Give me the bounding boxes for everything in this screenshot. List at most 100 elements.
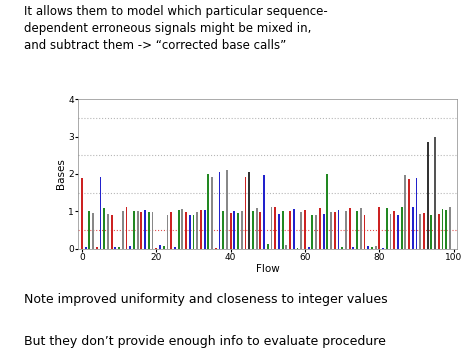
Bar	[289, 211, 291, 248]
Text: Note improved uniformity and closeness to integer values: Note improved uniformity and closeness t…	[24, 293, 387, 306]
Bar	[341, 247, 343, 248]
Bar	[185, 212, 187, 248]
Bar	[430, 214, 432, 248]
Bar	[152, 212, 154, 248]
Bar	[378, 207, 380, 248]
X-axis label: Flow: Flow	[256, 264, 280, 274]
Bar	[208, 175, 209, 248]
Bar	[92, 213, 94, 248]
Bar	[349, 208, 351, 248]
Bar	[271, 207, 273, 248]
Bar	[230, 213, 232, 248]
Bar	[334, 212, 336, 248]
Bar	[248, 172, 250, 248]
Bar	[241, 211, 243, 248]
Bar	[397, 215, 399, 248]
Bar	[278, 214, 280, 248]
Bar	[219, 173, 220, 248]
Bar	[434, 137, 436, 248]
Bar	[166, 215, 168, 248]
Bar	[114, 247, 116, 248]
Bar	[304, 211, 306, 248]
Bar	[237, 213, 239, 248]
Bar	[308, 246, 310, 248]
Bar	[337, 211, 339, 248]
Bar	[189, 215, 191, 248]
Bar	[126, 207, 128, 248]
Bar	[233, 211, 235, 248]
Bar	[100, 176, 101, 248]
Bar	[374, 246, 376, 248]
Bar	[81, 178, 83, 248]
Bar	[293, 209, 295, 248]
Bar	[118, 247, 120, 248]
Text: But they don’t provide enough info to evaluate procedure: But they don’t provide enough info to ev…	[24, 335, 385, 349]
Bar	[148, 212, 150, 248]
Bar	[259, 212, 261, 248]
Bar	[107, 214, 109, 248]
Bar	[263, 175, 265, 248]
Bar	[174, 247, 176, 248]
Bar	[204, 210, 206, 248]
Bar	[438, 214, 440, 248]
Bar	[252, 211, 254, 248]
Bar	[111, 215, 113, 248]
Bar	[245, 177, 246, 248]
Text: It allows them to model which particular sequence-
dependent erroneous signals m: It allows them to model which particular…	[24, 5, 328, 52]
Bar	[315, 214, 317, 248]
Bar	[390, 214, 392, 248]
Bar	[352, 247, 354, 248]
Bar	[419, 214, 421, 248]
Bar	[427, 142, 428, 248]
Bar	[170, 212, 172, 248]
Bar	[446, 210, 447, 248]
Bar	[137, 211, 138, 248]
Bar	[200, 209, 202, 248]
Bar	[192, 215, 194, 248]
Bar	[360, 208, 362, 248]
Bar	[178, 209, 180, 248]
Bar	[122, 212, 124, 248]
Bar	[412, 207, 414, 248]
Bar	[196, 212, 198, 248]
Bar	[319, 208, 321, 248]
Bar	[103, 208, 105, 248]
Bar	[133, 211, 135, 248]
Bar	[442, 209, 444, 248]
Bar	[330, 212, 332, 248]
Bar	[140, 212, 142, 248]
Bar	[345, 212, 347, 248]
Bar	[163, 246, 164, 248]
Bar	[85, 247, 87, 248]
Bar	[423, 213, 425, 248]
Bar	[364, 215, 365, 248]
Bar	[401, 207, 402, 248]
Bar	[311, 215, 313, 248]
Bar	[89, 211, 90, 248]
Bar	[356, 211, 358, 248]
Bar	[386, 208, 388, 248]
Bar	[226, 170, 228, 248]
Bar	[416, 178, 418, 248]
Bar	[285, 245, 287, 248]
Bar	[129, 246, 131, 248]
Bar	[256, 208, 257, 248]
Bar	[182, 209, 183, 248]
Bar	[301, 212, 302, 248]
Bar	[96, 247, 98, 248]
Y-axis label: Bases: Bases	[55, 159, 65, 189]
Bar	[144, 210, 146, 248]
Bar	[159, 245, 161, 248]
Bar	[274, 207, 276, 248]
Bar	[222, 211, 224, 248]
Bar	[393, 211, 395, 248]
Bar	[404, 175, 406, 248]
Bar	[323, 214, 325, 248]
Bar	[282, 211, 283, 248]
Bar	[211, 177, 213, 248]
Bar	[367, 246, 369, 248]
Bar	[327, 174, 328, 248]
Bar	[408, 179, 410, 248]
Bar	[449, 207, 451, 248]
Bar	[371, 247, 373, 248]
